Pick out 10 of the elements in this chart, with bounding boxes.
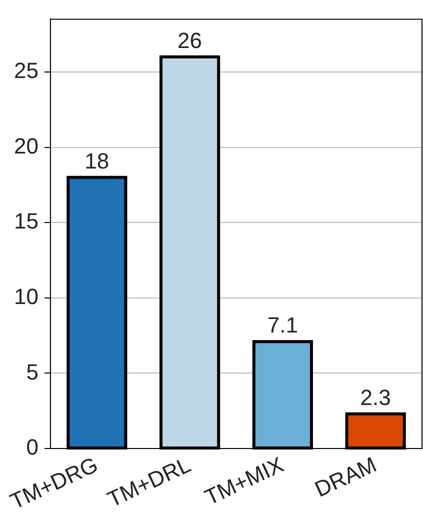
y-tick-label: 25 [14, 58, 38, 83]
data-label: 26 [178, 28, 202, 53]
data-label: 7.1 [267, 312, 298, 338]
y-tick-label: 15 [14, 208, 38, 234]
y-tick-label: 5 [26, 359, 38, 384]
data-label: 18 [84, 148, 110, 174]
y-tick-label: 10 [14, 284, 38, 309]
y-tick-label: 20 [14, 133, 38, 158]
data-label: 2.3 [360, 384, 391, 410]
y-tick-label: 0 [26, 434, 38, 460]
